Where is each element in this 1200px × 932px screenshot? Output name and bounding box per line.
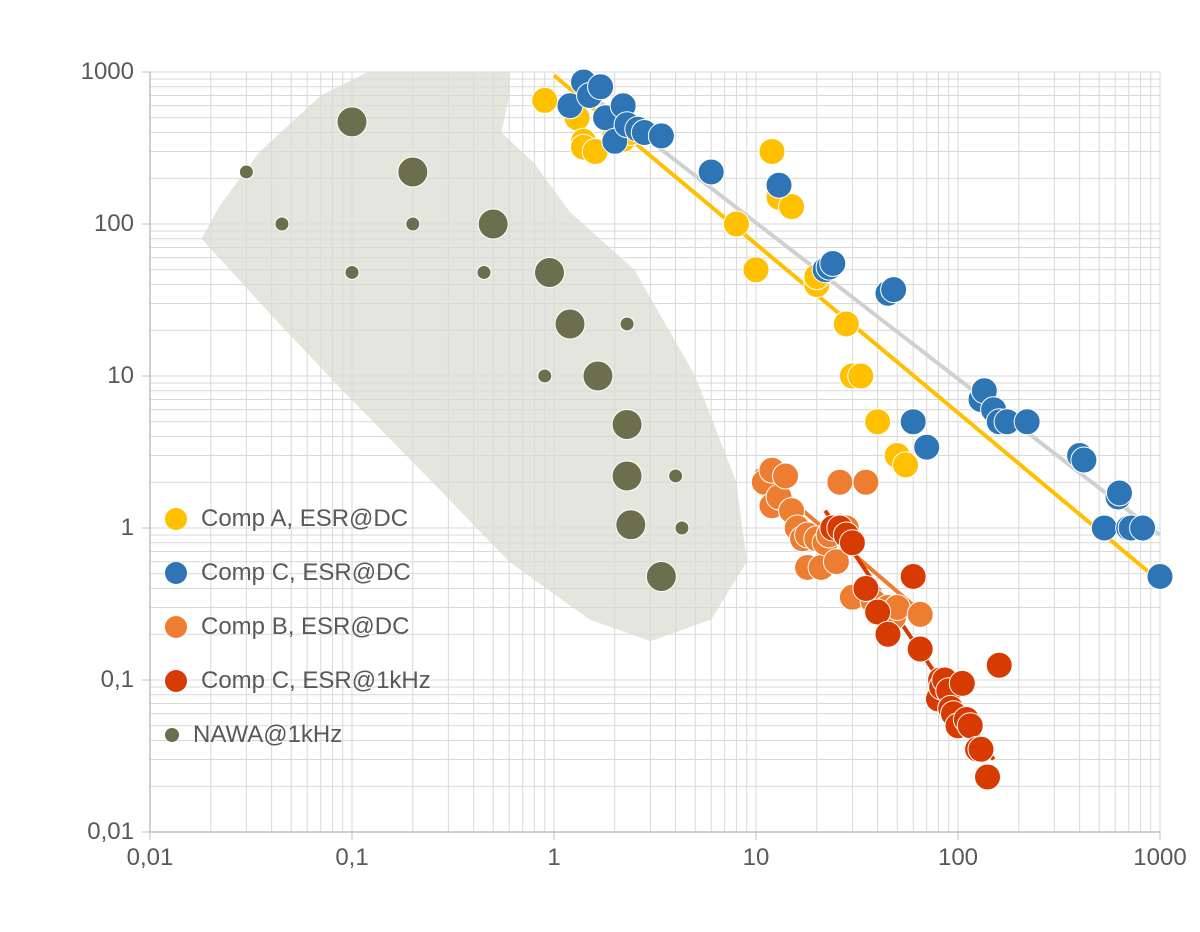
point-compC_1k: [853, 575, 879, 601]
legend-item-compB: Comp B, ESR@DC: [165, 613, 431, 641]
x-tick-label: 0,1: [335, 844, 368, 872]
point-compA: [759, 138, 785, 164]
point-nawa: [612, 461, 642, 491]
point-compC_1k: [907, 636, 933, 662]
legend-label: NAWA@1kHz: [193, 721, 342, 749]
point-nawa: [675, 521, 689, 535]
point-compC_DC: [1106, 480, 1132, 506]
legend-marker-icon: [165, 562, 187, 584]
point-compC_DC: [648, 123, 674, 149]
legend-item-compA: Comp A, ESR@DC: [165, 505, 431, 533]
point-nawa: [646, 561, 676, 591]
point-compC_DC: [1071, 447, 1097, 473]
point-compA: [865, 409, 891, 435]
point-compC_1k: [949, 670, 975, 696]
x-tick-label: 1: [547, 844, 560, 872]
point-nawa: [538, 369, 552, 383]
plot-svg: [0, 0, 1200, 932]
legend-item-compC_DC: Comp C, ESR@DC: [165, 559, 431, 587]
point-compC_1k: [968, 736, 994, 762]
legend-marker-icon: [165, 670, 187, 692]
point-nawa: [239, 165, 253, 179]
point-nawa: [275, 217, 289, 231]
point-nawa: [620, 317, 634, 331]
legend-label: Comp C, ESR@1kHz: [201, 667, 431, 695]
point-nawa: [406, 217, 420, 231]
legend-marker-icon: [165, 616, 187, 638]
legend-marker-icon: [165, 508, 187, 530]
legend-label: Comp A, ESR@DC: [201, 505, 408, 533]
point-compC_DC: [698, 159, 724, 185]
legend-label: Comp C, ESR@DC: [201, 559, 411, 587]
point-compA: [833, 311, 859, 337]
legend-label: Comp B, ESR@DC: [201, 613, 409, 641]
point-compC_1k: [839, 530, 865, 556]
point-compC_DC: [1091, 515, 1117, 541]
point-compA: [893, 452, 919, 478]
x-tick-label: 100: [938, 844, 978, 872]
point-compB: [907, 601, 933, 627]
point-compA: [723, 211, 749, 237]
point-nawa: [616, 510, 646, 540]
point-compC_1k: [975, 764, 1001, 790]
point-compC_DC: [588, 74, 614, 100]
x-tick-label: 1000: [1133, 844, 1186, 872]
point-compC_DC: [900, 409, 926, 435]
legend-marker-icon: [165, 728, 179, 742]
point-compC_1k: [986, 652, 1012, 678]
point-nawa: [478, 209, 508, 239]
point-compA: [532, 87, 558, 113]
point-compC_DC: [1014, 409, 1040, 435]
point-compB: [853, 469, 879, 495]
point-compA: [743, 257, 769, 283]
point-compC_1k: [900, 563, 926, 589]
point-nawa: [612, 409, 642, 439]
point-nawa: [555, 309, 585, 339]
point-nawa: [345, 265, 359, 279]
x-tick-label: 0,01: [127, 844, 174, 872]
legend-item-nawa: NAWA@1kHz: [165, 721, 431, 749]
point-nawa: [669, 469, 683, 483]
point-compC_1k: [875, 621, 901, 647]
point-compC_DC: [914, 434, 940, 460]
point-compC_1k: [957, 713, 983, 739]
legend: Comp A, ESR@DC Comp C, ESR@DC Comp B, ESR@…: [165, 505, 431, 775]
point-nawa: [337, 107, 367, 137]
chart-container: ESR reduction of NAWACap versus competit…: [0, 0, 1200, 932]
point-compC_DC: [1130, 515, 1156, 541]
point-compA: [848, 363, 874, 389]
point-nawa: [477, 265, 491, 279]
point-nawa: [398, 157, 428, 187]
point-compC_DC: [1147, 563, 1173, 589]
x-tick-label: 10: [743, 844, 770, 872]
legend-item-compC_1k: Comp C, ESR@1kHz: [165, 667, 431, 695]
point-nawa: [583, 361, 613, 391]
point-nawa: [535, 257, 565, 287]
point-compC_DC: [766, 172, 792, 198]
point-compC_DC: [820, 250, 846, 276]
point-compB: [827, 469, 853, 495]
point-compB: [773, 463, 799, 489]
point-compC_DC: [881, 277, 907, 303]
